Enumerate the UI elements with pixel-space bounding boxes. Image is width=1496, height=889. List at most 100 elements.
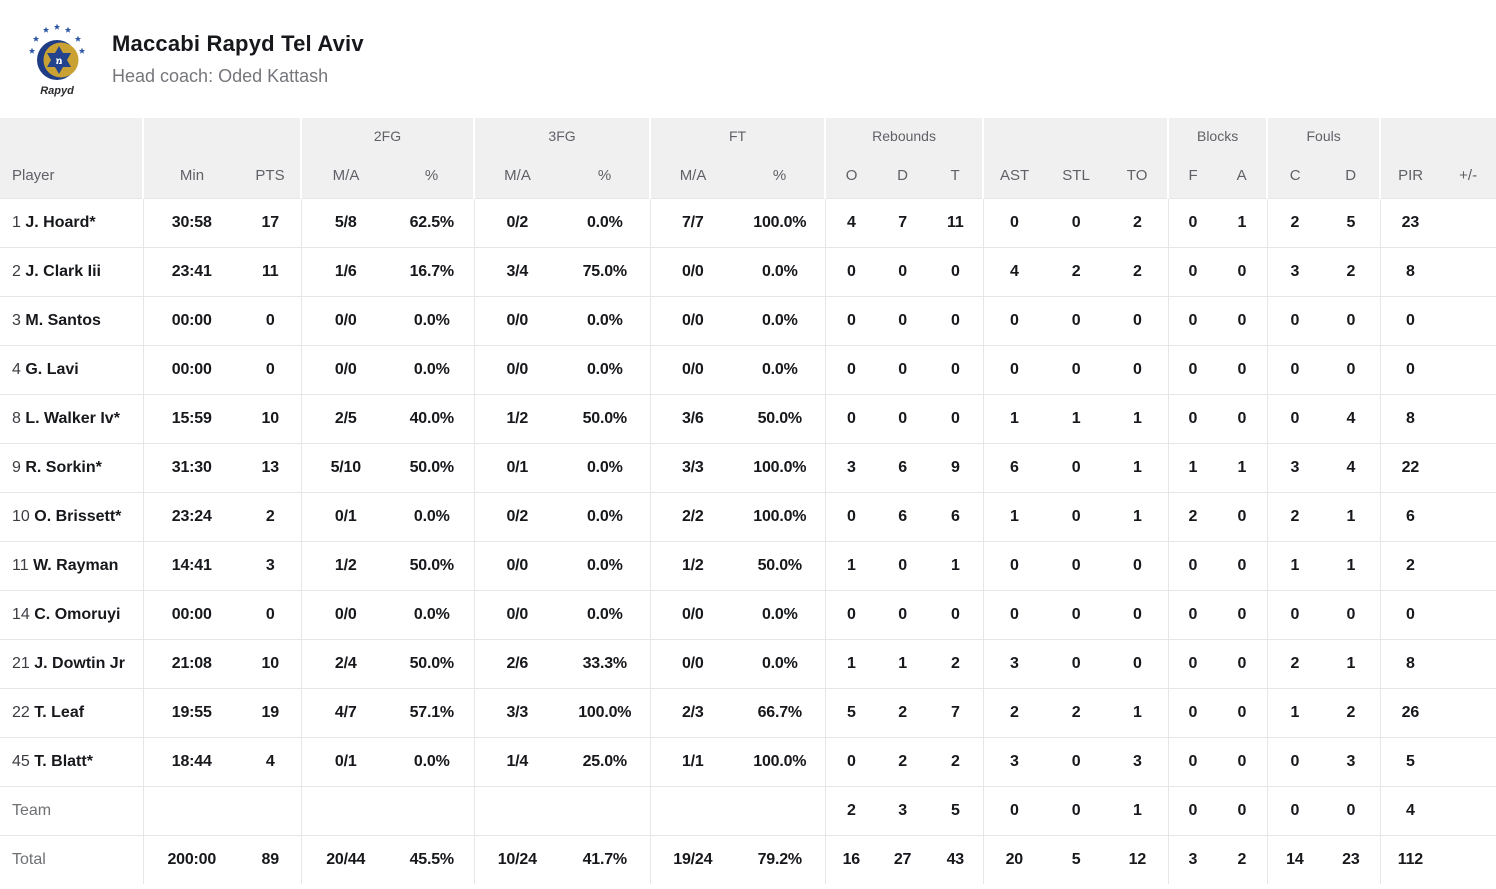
player-row: 9 R. Sorkin* 31:30 13 5/10 50.0% 0/1 0.0% 3/3 10… bbox=[0, 443, 1496, 492]
player-row: 2 J. Clark Iii 23:41 11 1/6 16.7% 3/4 75.0% 0/0… bbox=[0, 247, 1496, 296]
col-blk-a: A bbox=[1236, 167, 1247, 185]
stat-fg2: 0/0 bbox=[300, 345, 390, 394]
stat-fg3pct: 0.0% bbox=[586, 360, 623, 378]
stat-fg2pct: 50.0% bbox=[409, 556, 455, 574]
stat-fg3pct: 100.0% bbox=[578, 703, 632, 721]
stat-pts: 4 bbox=[265, 752, 275, 770]
box-score-table: 2FG 3FG FT Rebounds Blocks Fouls Player … bbox=[0, 118, 1496, 884]
player-cell: 1 J. Hoard* bbox=[0, 198, 143, 247]
group-ft: FT bbox=[649, 118, 826, 154]
stat-foul_c: 2 bbox=[1266, 639, 1323, 688]
stat-reb_t: 6 bbox=[950, 507, 960, 525]
stat-ftpct: 0.0% bbox=[761, 311, 798, 329]
team-logo-image: מ Rapyd bbox=[28, 23, 86, 97]
team-logo: מ Rapyd bbox=[26, 20, 86, 100]
stat-stl: 0 bbox=[1071, 605, 1081, 623]
stat-blk_f: 0 bbox=[1167, 688, 1218, 737]
stat-blk_f: 0 bbox=[1167, 345, 1218, 394]
stat-pm bbox=[1440, 492, 1496, 541]
stat-fg2: 0/0 bbox=[300, 296, 390, 345]
table-body: 1 J. Hoard* 30:58 17 5/8 62.5% 0/2 0.0% 7/7 100.… bbox=[0, 198, 1496, 884]
stat-fg3pct: 0.0% bbox=[586, 556, 623, 574]
player-cell: 14 C. Omoruyi bbox=[0, 590, 143, 639]
stat-blk_a: 0 bbox=[1237, 360, 1247, 378]
stat-fg3pct: 50.0% bbox=[582, 409, 628, 427]
stat-min: 31:30 bbox=[142, 443, 240, 492]
stat-pm bbox=[1440, 296, 1496, 345]
stat-pir: 5 bbox=[1379, 737, 1441, 786]
stat-ast: 0 bbox=[982, 786, 1046, 835]
player-name: J. Dowtin Jr bbox=[34, 654, 125, 672]
stat-foul_c: 0 bbox=[1266, 590, 1323, 639]
stat-blk_a: 0 bbox=[1237, 605, 1247, 623]
stat-ft: 2/3 bbox=[649, 688, 736, 737]
stat-blk_a: 1 bbox=[1237, 458, 1247, 476]
stat-foul_d: 5 bbox=[1346, 213, 1356, 231]
stat-foul_c: 0 bbox=[1266, 296, 1323, 345]
stat-fg3: 10/24 bbox=[473, 835, 561, 884]
col-reb-t: T bbox=[950, 167, 960, 185]
player-row: 4 G. Lavi 00:00 0 0/0 0.0% 0/0 0.0% 0/0 0.0% 0 0 0 0… bbox=[0, 345, 1496, 394]
stat-fg3pct bbox=[560, 786, 650, 835]
stat-reb_d: 1 bbox=[898, 654, 907, 672]
stat-ast: 0 bbox=[982, 296, 1046, 345]
stat-ast: 1 bbox=[982, 394, 1046, 443]
stat-ftpct: 0.0% bbox=[761, 360, 798, 378]
player-name: T. Blatt* bbox=[34, 752, 93, 770]
stat-min: 15:59 bbox=[142, 394, 240, 443]
stat-ft: 0/0 bbox=[649, 296, 736, 345]
stat-fg2pct: 16.7% bbox=[409, 262, 455, 280]
stat-fg3pct: 0.0% bbox=[586, 507, 623, 525]
stat-ast: 0 bbox=[982, 541, 1046, 590]
player-number: 3 bbox=[12, 311, 21, 329]
stat-stl: 0 bbox=[1071, 556, 1081, 574]
stat-fg3: 1/2 bbox=[473, 394, 561, 443]
stat-fg2: 1/6 bbox=[300, 247, 390, 296]
player-name: T. Leaf bbox=[34, 703, 85, 721]
stat-reb_d: 6 bbox=[898, 458, 907, 476]
stat-pts: 0 bbox=[265, 605, 275, 623]
player-row: 45 T. Blatt* 18:44 4 0/1 0.0% 1/4 25.0% 1/1 100.… bbox=[0, 737, 1496, 786]
stat-reb_t: 0 bbox=[950, 605, 960, 623]
col-foul-c: C bbox=[1266, 154, 1323, 198]
stat-pm bbox=[1440, 590, 1496, 639]
col-ast: AST bbox=[982, 154, 1046, 198]
stat-stl: 0 bbox=[1071, 801, 1081, 819]
player-cell: Total bbox=[0, 835, 143, 884]
stat-fg3: 3/4 bbox=[473, 247, 561, 296]
col-pir: PIR bbox=[1379, 154, 1441, 198]
stat-pir: 0 bbox=[1379, 345, 1441, 394]
stat-fg3pct: 0.0% bbox=[586, 311, 623, 329]
player-name: L. Walker Iv* bbox=[25, 409, 120, 427]
stat-fg3: 0/1 bbox=[473, 443, 561, 492]
player-name: O. Brissett* bbox=[34, 507, 122, 525]
stat-pm bbox=[1440, 443, 1496, 492]
stat-foul_c: 2 bbox=[1266, 492, 1323, 541]
stat-to: 2 bbox=[1132, 213, 1142, 231]
stat-ftpct: 100.0% bbox=[753, 458, 807, 476]
col-3fg-ma: M/A bbox=[473, 154, 561, 198]
player-cell: 3 M. Santos bbox=[0, 296, 143, 345]
stat-reb_o: 0 bbox=[824, 296, 878, 345]
player-cell: 10 O. Brissett* bbox=[0, 492, 143, 541]
stat-ast: 4 bbox=[982, 247, 1046, 296]
stat-pts: 10 bbox=[261, 654, 280, 672]
stat-to: 0 bbox=[1132, 605, 1142, 623]
col-foul-d: D bbox=[1345, 167, 1357, 185]
col-3fg-pct: % bbox=[597, 167, 612, 185]
stat-min: 19:55 bbox=[142, 688, 240, 737]
stat-foul_c: 3 bbox=[1266, 247, 1323, 296]
stat-ft: 0/0 bbox=[649, 590, 736, 639]
stat-min: 14:41 bbox=[142, 541, 240, 590]
stat-reb_t: 9 bbox=[950, 458, 960, 476]
stat-fg3: 0/0 bbox=[473, 296, 561, 345]
stat-pm bbox=[1440, 737, 1496, 786]
stat-reb_d: 6 bbox=[898, 507, 907, 525]
player-number: 22 bbox=[12, 703, 30, 721]
team-meta: Maccabi Rapyd Tel Aviv Head coach: Oded … bbox=[112, 31, 364, 87]
stat-reb_t: 0 bbox=[950, 262, 960, 280]
stat-fg3: 0/2 bbox=[473, 198, 561, 247]
stat-foul_d: 0 bbox=[1346, 311, 1356, 329]
stat-pir: 112 bbox=[1379, 835, 1441, 884]
stat-blk_f: 0 bbox=[1167, 737, 1218, 786]
